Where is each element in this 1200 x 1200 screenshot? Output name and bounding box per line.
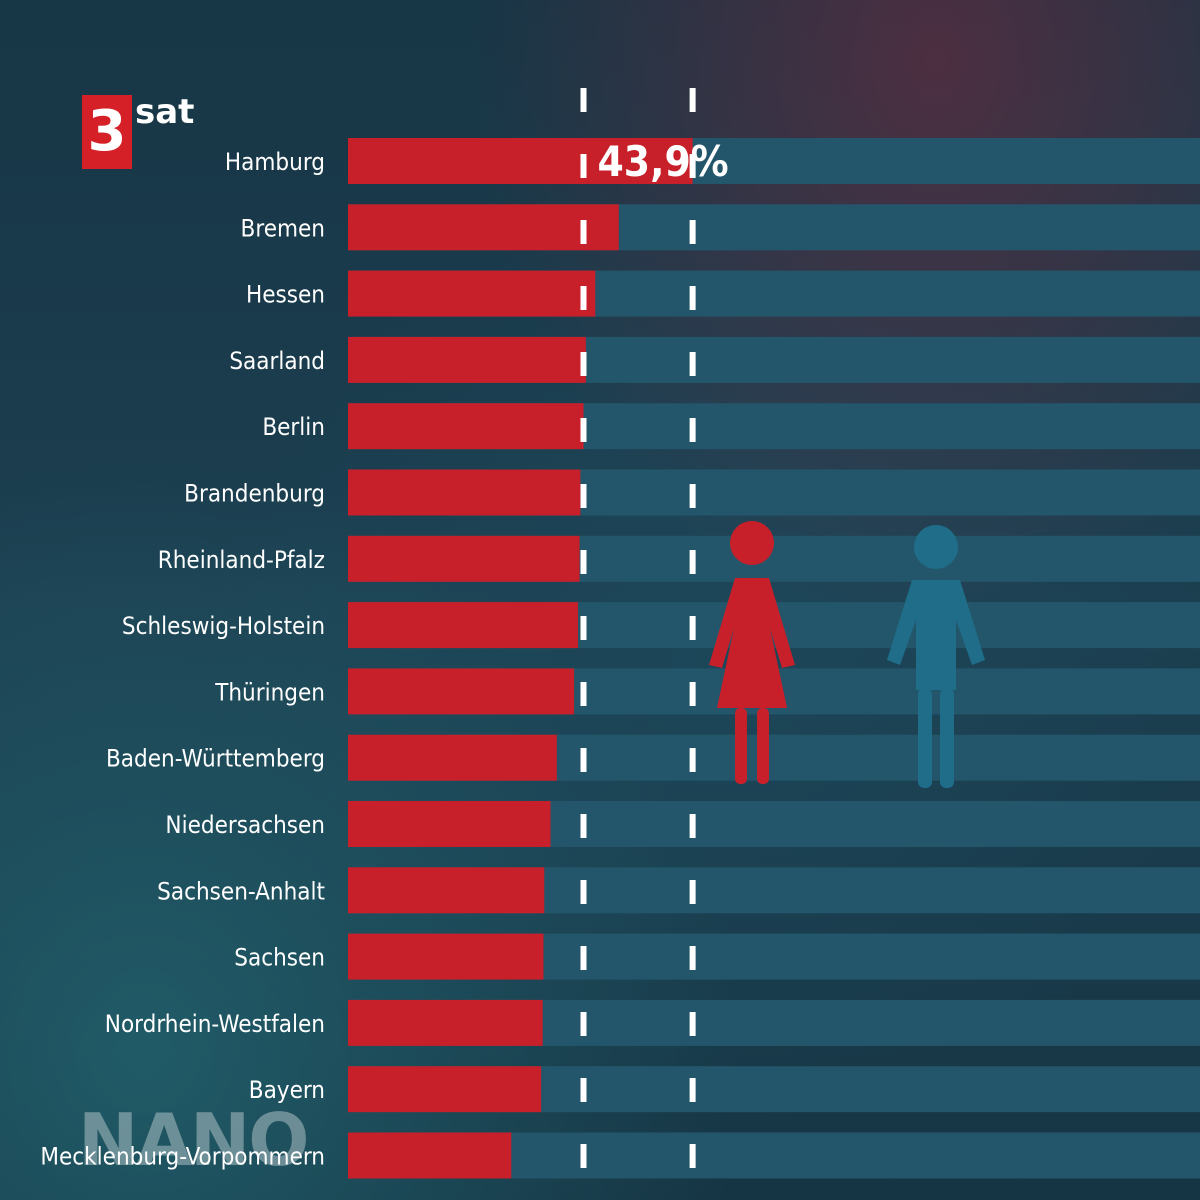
man-icon — [887, 525, 985, 788]
bar — [348, 668, 575, 715]
category-label: Mecklenburg-Vorpommern — [40, 1143, 325, 1171]
category-label: Sachsen-Anhalt — [157, 877, 325, 905]
category-label: Berlin — [262, 413, 325, 441]
bar — [348, 801, 551, 847]
data-label: 43,9% — [598, 137, 729, 186]
bar — [348, 1132, 512, 1179]
category-label: Bayern — [249, 1076, 325, 1104]
bar — [348, 602, 579, 649]
category-label: Baden-Württemberg — [106, 745, 325, 773]
bar — [348, 469, 581, 516]
category-label: Nordrhein-Westfalen — [105, 1010, 325, 1038]
bar — [348, 535, 580, 582]
category-label: Niedersachsen — [165, 811, 325, 839]
channel-logo: 3 — [82, 95, 132, 169]
category-label: Hamburg — [225, 148, 325, 176]
category-label: Hessen — [246, 281, 325, 309]
category-label: Thüringen — [214, 678, 325, 706]
bar — [348, 336, 586, 383]
category-label: Brandenburg — [184, 480, 325, 508]
bar — [348, 1066, 542, 1113]
bar — [348, 403, 584, 450]
category-label: Bremen — [241, 214, 325, 242]
bar — [348, 933, 544, 980]
category-label: Saarland — [229, 347, 325, 375]
bar — [348, 867, 545, 914]
channel-logo-word: sat — [135, 92, 195, 132]
show-watermark: NANO — [78, 1098, 309, 1182]
bar — [348, 734, 557, 781]
woman-icon — [709, 521, 795, 784]
bar — [348, 138, 693, 184]
category-label: Schleswig-Holstein — [122, 612, 325, 640]
category-label: Rheinland-Pfalz — [158, 546, 325, 574]
category-label: Sachsen — [234, 944, 325, 972]
bar — [348, 204, 619, 251]
bar — [348, 270, 596, 317]
bar — [348, 999, 543, 1046]
